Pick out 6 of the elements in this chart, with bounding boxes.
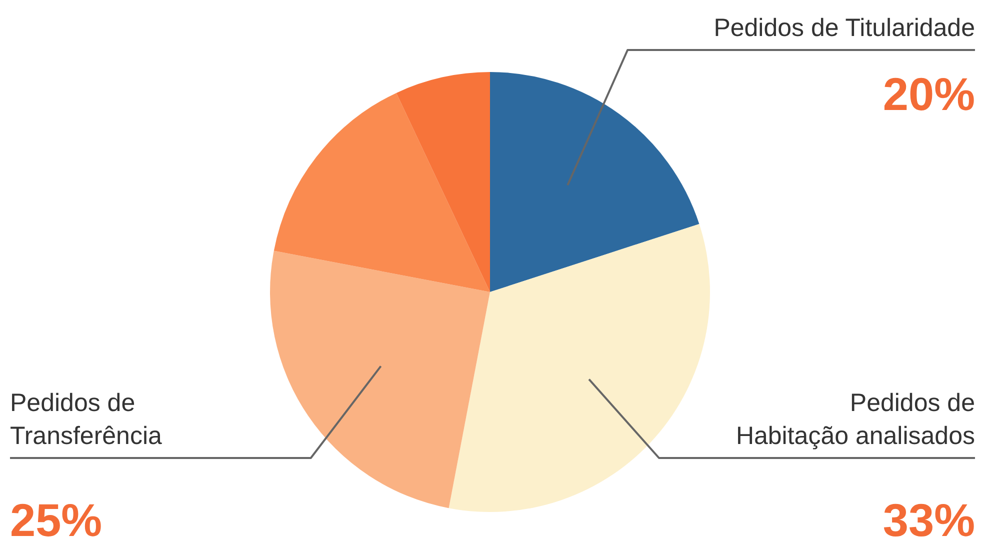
- data-label: 20%: [882, 68, 975, 120]
- data-label: 33%: [882, 494, 975, 540]
- data-label: 25%: [10, 494, 102, 540]
- slice-label: Pedidos de Habitação analisados: [736, 389, 975, 450]
- slice-label: Pedidos de Titularidade: [714, 14, 975, 42]
- slice-label: Pedidos de Transferência: [10, 389, 162, 450]
